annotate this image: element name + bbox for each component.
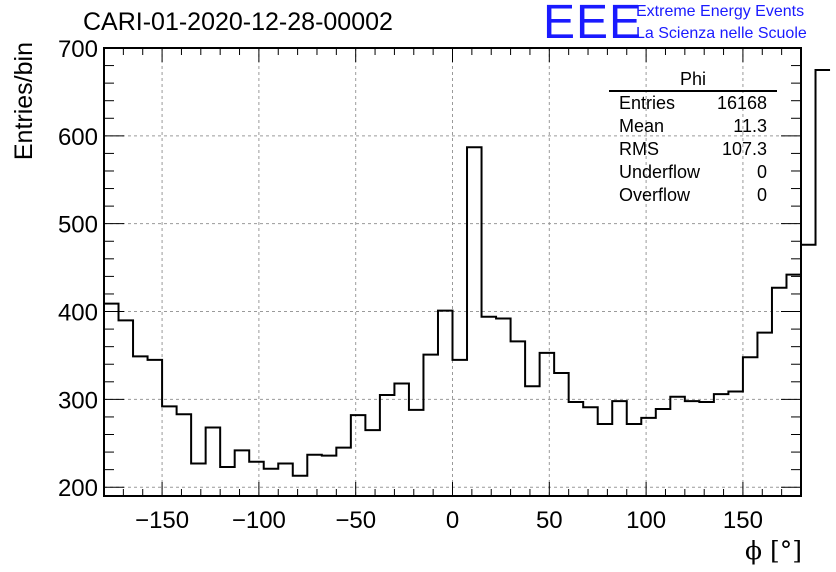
histogram-bin: [641, 418, 656, 496]
x-tick-labels: −150 −100 −50 0 50 100 150: [135, 507, 763, 534]
histogram-bin: [278, 463, 293, 496]
y-tick-label: 600: [58, 124, 98, 151]
histogram-bin: [496, 319, 511, 496]
histogram-bin: [423, 355, 438, 496]
histogram-bin: [699, 402, 714, 496]
histogram-bin: [206, 427, 221, 496]
stats-label: Mean: [619, 116, 665, 136]
histogram-bin: [293, 476, 308, 496]
histogram-bin: [525, 386, 540, 496]
logo-tagline-2: La Scienza nelle Scuole: [636, 25, 807, 42]
histogram-bin: [743, 357, 758, 496]
chart-title: CARI-01-2020-12-28-00002: [83, 8, 393, 36]
stats-value: 11.3: [733, 116, 767, 136]
histogram-bin: [307, 455, 322, 496]
stats-row-mean: Mean 11.3: [609, 115, 777, 138]
stats-row-rms: RMS 107.3: [609, 138, 777, 161]
x-tick-label: 0: [446, 507, 459, 534]
histogram-bin: [104, 304, 119, 496]
histogram-bin: [177, 414, 192, 496]
histogram-bin: [612, 401, 627, 496]
histogram-bin: [540, 353, 555, 496]
histogram-bin: [627, 424, 642, 496]
histogram-bin: [336, 448, 351, 496]
x-tick-label: −100: [232, 507, 286, 534]
histogram-bin: [453, 360, 468, 496]
histogram-bin: [714, 394, 729, 496]
histogram-bin: [728, 391, 743, 496]
stats-box: Phi Entries 16168 Mean 11.3 RMS 107.3 Un…: [609, 68, 777, 207]
x-axis-label: ϕ [°]: [745, 536, 802, 565]
histogram-bin: [235, 450, 250, 496]
stats-row-overflow: Overflow 0: [609, 184, 777, 207]
histogram-bin: [162, 406, 177, 496]
histogram-bin: [816, 70, 831, 496]
x-tick-label: 100: [626, 507, 666, 534]
histogram-bin: [656, 409, 671, 496]
y-tick-label: 200: [58, 475, 98, 502]
histogram-bin: [220, 467, 235, 496]
histogram-bin: [191, 463, 206, 496]
stats-label: RMS: [619, 139, 659, 159]
x-tick-label: 50: [536, 507, 563, 534]
histogram-bin: [467, 147, 482, 496]
y-tick-label: 300: [58, 387, 98, 414]
x-tick-label: −50: [335, 507, 376, 534]
histogram-bin: [685, 401, 700, 496]
histogram-bin: [438, 311, 453, 496]
eee-logo-icon: EEE: [543, 0, 643, 49]
y-axis-label: Entries/bin: [10, 42, 38, 160]
histogram-bin: [569, 402, 584, 496]
stats-row-underflow: Underflow 0: [609, 161, 777, 184]
histogram-bin: [482, 317, 497, 496]
stats-label: Entries: [619, 93, 676, 113]
histogram-bin: [380, 395, 395, 496]
histogram-bin: [772, 288, 787, 496]
logo-tagline-1: Extreme Energy Events: [636, 3, 805, 20]
histogram-bin: [801, 245, 816, 496]
stats-value: 0: [756, 185, 767, 205]
histogram-bin: [757, 333, 772, 496]
histogram-bin: [148, 360, 163, 496]
stats-label: Overflow: [619, 185, 691, 205]
histogram-bin: [119, 320, 134, 496]
histogram-bin: [554, 373, 569, 496]
histogram-bin: [249, 462, 264, 496]
histogram-bin: [133, 356, 148, 496]
histogram-bin: [409, 410, 424, 496]
stats-value: 0: [756, 162, 767, 182]
y-tick-labels: 200 300 400 500 600 700: [58, 36, 98, 502]
histogram-bin: [583, 407, 598, 496]
y-tick-label: 500: [58, 212, 98, 239]
stats-row-entries: Entries 16168: [609, 92, 777, 115]
histogram-bin: [322, 456, 337, 496]
x-tick-label: −150: [135, 507, 189, 534]
histogram-bin: [670, 397, 685, 496]
histogram-bin: [351, 415, 366, 496]
stats-value: 107.3: [721, 139, 767, 159]
stats-title: Phi: [609, 68, 777, 92]
histogram-bin: [264, 469, 279, 496]
histogram-bin: [365, 430, 380, 496]
histogram-bin: [786, 275, 801, 496]
y-tick-label: 400: [58, 300, 98, 327]
histogram-bin: [394, 384, 409, 496]
histogram-bin: [511, 341, 526, 496]
histogram-outline: [104, 68, 831, 477]
stats-value: 16168: [716, 93, 767, 113]
histogram-bin: [598, 424, 613, 496]
stats-label: Underflow: [619, 162, 701, 182]
plot-frame: [103, 47, 802, 497]
y-tick-label: 700: [58, 36, 98, 63]
x-tick-label: 150: [723, 507, 763, 534]
